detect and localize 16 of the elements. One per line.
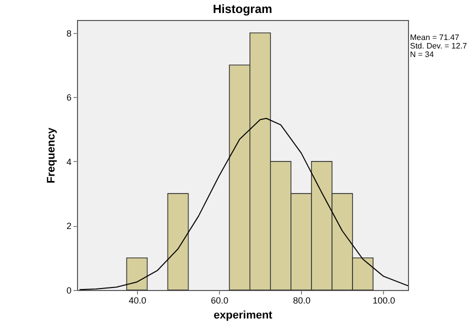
y-tick-label: 6 <box>66 92 72 103</box>
y-tick-label: 2 <box>66 221 72 232</box>
y-tick-label: 4 <box>66 156 72 167</box>
x-axis-title: experiment <box>214 310 273 321</box>
x-tick-label: 40.0 <box>128 296 146 306</box>
x-tick-label: 80.0 <box>292 296 310 306</box>
y-axis-title: Frequency <box>45 126 58 184</box>
y-tick-label: 8 <box>66 28 72 38</box>
chart-title: Histogram <box>212 2 272 16</box>
x-tick-label: 60.0 <box>210 296 228 306</box>
text: N = 34 <box>410 50 434 59</box>
line-series <box>78 118 408 290</box>
text: Mean = 71.47 <box>410 33 460 42</box>
x-tick-label: 100.0 <box>372 296 396 306</box>
text: Std. Dev. = 12.7 <box>410 42 468 50</box>
y-tick-label: 0 <box>66 286 72 296</box>
